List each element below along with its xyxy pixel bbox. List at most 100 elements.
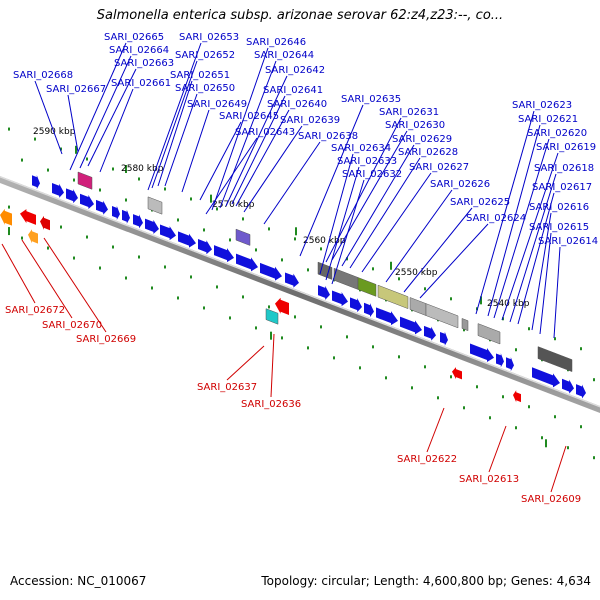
callout-line [349, 157, 421, 269]
gene-label: SARI_02645 [219, 111, 279, 122]
tick-mark [47, 246, 49, 250]
gene-label: SARI_02620 [527, 128, 587, 139]
major-tick [480, 296, 482, 305]
gene-box [461, 318, 469, 332]
tick-mark [593, 456, 595, 460]
callout-line [487, 124, 541, 317]
major-tick [8, 227, 10, 236]
tick-mark [268, 227, 270, 231]
callout-line [493, 138, 550, 319]
gene-label: SARI_02633 [337, 156, 397, 167]
callout-line [67, 94, 79, 153]
gene-label: SARI_02619 [536, 142, 596, 153]
scale-label: 2540 kbp [487, 299, 530, 309]
callout-line [205, 137, 258, 215]
callout-line [231, 95, 286, 205]
gene-label: SARI_02627 [409, 162, 469, 173]
tick-mark [86, 235, 88, 239]
callout-line [299, 104, 364, 257]
topology-info: Topology: circular; Length: 4,600,800 bp… [261, 574, 591, 588]
callout-line [331, 179, 365, 285]
tick-mark [164, 187, 166, 191]
major-tick [295, 227, 297, 236]
forward-gene [145, 218, 159, 234]
gene-label: SARI_02625 [450, 197, 510, 208]
forward-gene [260, 262, 282, 281]
forward-gene [496, 353, 504, 368]
forward-gene [532, 367, 560, 388]
reverse-gene [275, 297, 289, 315]
callout-line [181, 109, 210, 193]
gene-label: SARI_02663 [114, 58, 174, 69]
callout-line [361, 172, 432, 273]
gene-label: SARI_02632 [342, 169, 402, 180]
callout-line [219, 60, 277, 209]
tick-mark [216, 207, 218, 211]
callout-line [341, 144, 415, 267]
forward-gene [80, 193, 94, 209]
tick-mark [554, 415, 556, 419]
operon-box [425, 303, 459, 329]
gene-label: SARI_02664 [109, 45, 169, 56]
operon-box [357, 277, 377, 297]
tick-mark [502, 317, 504, 321]
gene-box [235, 228, 251, 246]
tick-mark [21, 236, 23, 240]
tick-mark [242, 217, 244, 221]
callout-line [147, 42, 202, 191]
scale-label: 2560 kbp [303, 236, 346, 246]
gene-label: SARI_02639 [280, 115, 340, 126]
gene-box [77, 171, 93, 190]
forward-gene [364, 302, 374, 318]
operon-box [333, 267, 359, 290]
forward-gene [576, 384, 586, 399]
tick-mark [203, 306, 205, 310]
callout-line [385, 189, 453, 283]
gene-box [147, 196, 163, 215]
tick-mark [138, 177, 140, 181]
gene-box [265, 308, 279, 325]
callout-line [34, 80, 63, 155]
gene-label: SARI_02650 [175, 83, 235, 94]
tick-mark [229, 316, 231, 320]
forward-gene [376, 307, 398, 326]
tick-mark [463, 328, 465, 332]
tick-mark [294, 315, 296, 319]
forward-gene [32, 175, 40, 190]
tick-mark [34, 137, 36, 141]
tick-mark [554, 337, 556, 341]
tick-mark [255, 248, 257, 252]
gene-label: SARI_02644 [254, 50, 314, 61]
gene-label: SARI_02613 [459, 474, 519, 485]
tick-mark [424, 287, 426, 291]
tick-mark [294, 237, 296, 241]
gene-label: SARI_02670 [42, 320, 102, 331]
tick-mark [450, 375, 452, 379]
major-tick [270, 331, 272, 340]
tick-mark [21, 158, 23, 162]
tick-mark [411, 386, 413, 390]
reverse-gene [452, 367, 462, 380]
gene-label: SARI_02667 [46, 84, 106, 95]
tick-mark [190, 275, 192, 279]
forward-gene [160, 224, 176, 241]
gene-label: SARI_02642 [265, 65, 325, 76]
operon-box [377, 284, 409, 310]
tick-mark [112, 167, 114, 171]
gene-label: SARI_02628 [398, 147, 458, 158]
callout-line [509, 173, 557, 323]
tick-mark [229, 238, 231, 242]
tick-mark [138, 255, 140, 259]
tick-mark [8, 205, 10, 209]
gene-label: SARI_02637 [197, 382, 257, 393]
callout-line [539, 232, 552, 335]
tick-mark [73, 178, 75, 182]
tick-mark [86, 157, 88, 161]
scale-label: 2570 kbp [212, 200, 255, 210]
tick-mark [73, 256, 75, 260]
gene-features [0, 171, 586, 403]
callout-line [69, 42, 127, 171]
callout-line [79, 55, 132, 169]
forward-gene [285, 272, 299, 288]
tick-mark [203, 228, 205, 232]
